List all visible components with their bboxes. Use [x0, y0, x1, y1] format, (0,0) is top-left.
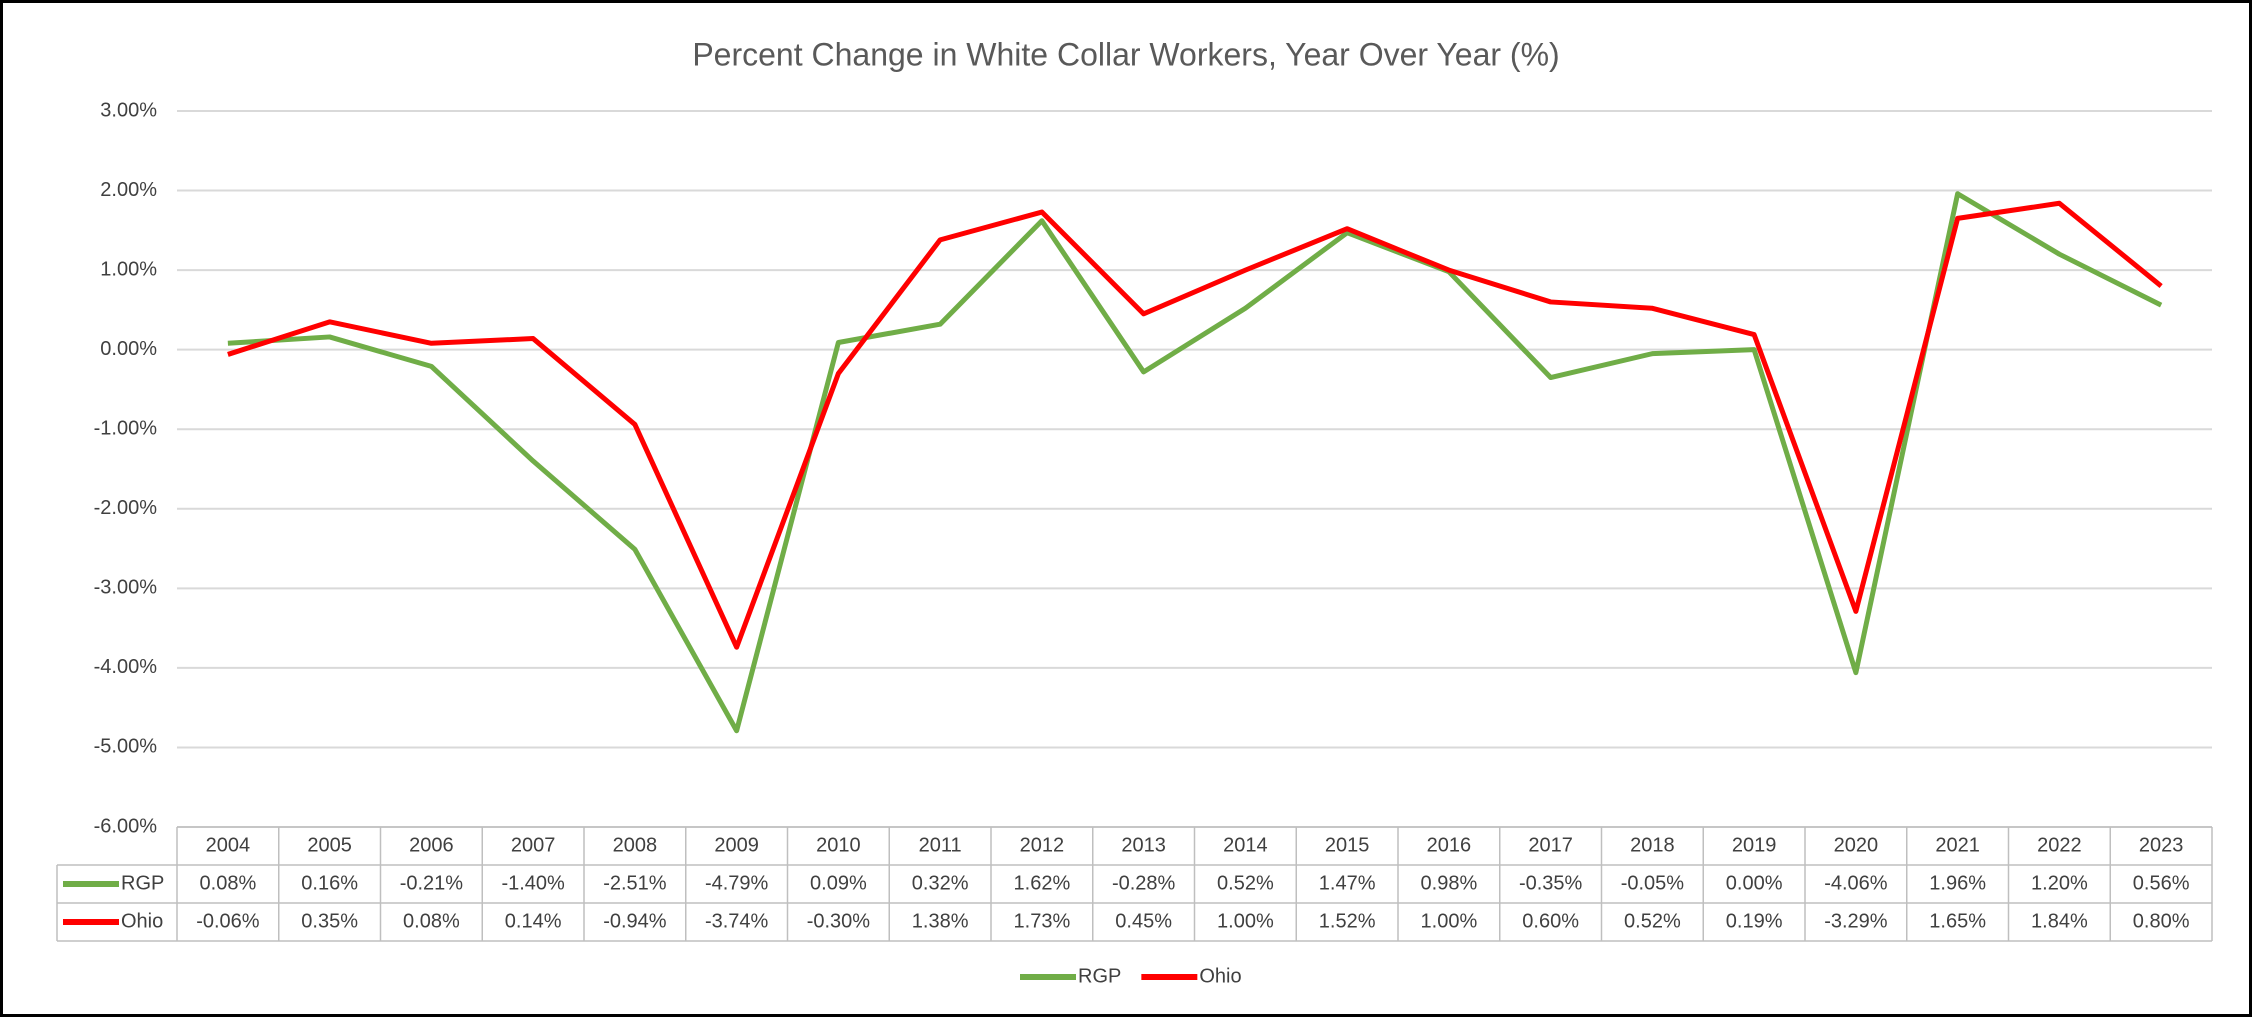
x-tick-label: 2012: [1020, 834, 1065, 856]
table-value: 1.52%: [1319, 910, 1376, 932]
table-value: 0.52%: [1217, 872, 1274, 894]
series-line: [227, 200, 2163, 650]
table-value: 1.00%: [1217, 910, 1274, 932]
table-value: 1.38%: [912, 910, 969, 932]
table-value: 1.96%: [1929, 872, 1986, 894]
table-value: 0.56%: [2133, 872, 2190, 894]
x-tick-label: 2004: [206, 834, 251, 856]
table-value: 1.62%: [1014, 872, 1071, 894]
x-tick-label: 2023: [2139, 834, 2184, 856]
y-tick-label: 3.00%: [100, 99, 157, 121]
table-value: -0.28%: [1112, 872, 1176, 894]
table-value: -0.94%: [603, 910, 667, 932]
table-value: -4.79%: [705, 872, 769, 894]
table-value: 0.19%: [1726, 910, 1783, 932]
table-value: 1.73%: [1014, 910, 1071, 932]
table-value: 0.08%: [200, 872, 257, 894]
x-tick-label: 2011: [919, 834, 962, 856]
y-tick-label: -2.00%: [94, 497, 158, 519]
x-tick-label: 2005: [307, 834, 352, 856]
legend-label: Ohio: [121, 910, 163, 932]
table-value: -0.21%: [400, 872, 464, 894]
x-tick-label: 2009: [714, 834, 759, 856]
y-tick-label: -5.00%: [94, 736, 158, 758]
y-tick-label: -1.00%: [94, 418, 158, 440]
x-tick-label: 2006: [409, 834, 454, 856]
table-value: -3.29%: [1824, 910, 1888, 932]
y-tick-label: 2.00%: [100, 179, 157, 201]
x-tick-label: 2016: [1427, 834, 1472, 856]
y-tick-label: 1.00%: [100, 258, 157, 280]
table-value: -1.40%: [501, 872, 565, 894]
table-value: -0.35%: [1519, 872, 1583, 894]
x-tick-label: 2022: [2037, 834, 2082, 856]
x-tick-label: 2020: [1834, 834, 1879, 856]
table-value: 0.60%: [1522, 910, 1579, 932]
table-value: 1.00%: [1421, 910, 1478, 932]
table-value: 0.32%: [912, 872, 969, 894]
table-value: 0.00%: [1726, 872, 1783, 894]
x-tick-label: 2013: [1121, 834, 1166, 856]
table-value: -4.06%: [1824, 872, 1888, 894]
legend-label: RGP: [121, 872, 164, 894]
table-value: 1.20%: [2031, 872, 2088, 894]
x-tick-label: 2019: [1732, 834, 1777, 856]
legend-label: RGP: [1078, 965, 1121, 987]
table-value: 0.14%: [505, 910, 562, 932]
table-value: 0.35%: [301, 910, 358, 932]
table-value: 0.52%: [1624, 910, 1681, 932]
x-tick-label: 2008: [613, 834, 658, 856]
table-value: 0.45%: [1115, 910, 1172, 932]
legend-label: Ohio: [1199, 965, 1241, 987]
series-line: [227, 191, 2163, 734]
table-value: -3.74%: [705, 910, 769, 932]
x-tick-label: 2018: [1630, 834, 1675, 856]
chart-title: Percent Change in White Collar Workers, …: [692, 36, 1559, 72]
table-value: -0.06%: [196, 910, 260, 932]
table-value: 0.08%: [403, 910, 460, 932]
table-value: 1.47%: [1319, 872, 1376, 894]
x-tick-label: 2014: [1223, 834, 1268, 856]
x-tick-label: 2015: [1325, 834, 1370, 856]
table-value: 1.84%: [2031, 910, 2088, 932]
x-tick-label: 2021: [1935, 834, 1980, 856]
table-value: 0.16%: [301, 872, 358, 894]
y-tick-label: -6.00%: [94, 815, 158, 837]
y-tick-label: -3.00%: [94, 577, 158, 599]
table-value: -2.51%: [603, 872, 667, 894]
y-tick-label: 0.00%: [100, 338, 157, 360]
table-value: -0.30%: [807, 910, 871, 932]
x-tick-label: 2010: [816, 834, 861, 856]
table-value: -0.05%: [1621, 872, 1685, 894]
table-value: 1.65%: [1929, 910, 1986, 932]
x-tick-label: 2017: [1528, 834, 1573, 856]
x-tick-label: 2007: [511, 834, 556, 856]
table-value: 0.09%: [810, 872, 867, 894]
table-value: 0.98%: [1421, 872, 1478, 894]
table-value: 0.80%: [2133, 910, 2190, 932]
y-tick-label: -4.00%: [94, 656, 158, 678]
